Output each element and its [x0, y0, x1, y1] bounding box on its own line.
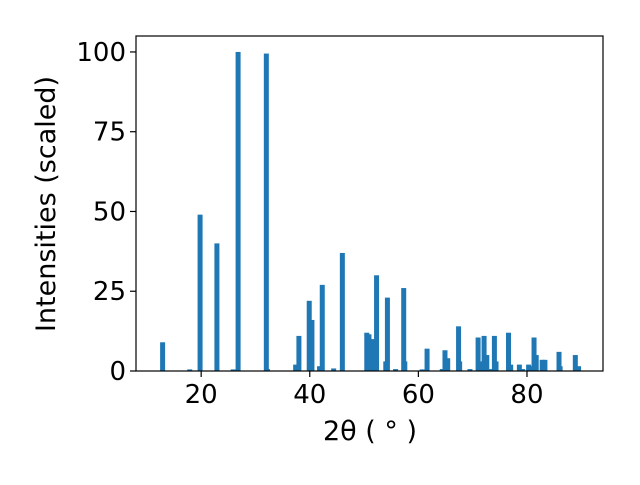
bar [214, 243, 220, 371]
bar [533, 355, 539, 371]
bar [445, 358, 451, 371]
bar [319, 284, 325, 371]
bar [366, 334, 372, 371]
bar [457, 361, 463, 371]
bar [516, 364, 522, 371]
x-axis-ticks: 20 40 60 80 [185, 371, 544, 410]
bar [187, 369, 193, 371]
bar [467, 369, 473, 371]
bar [572, 355, 578, 371]
y-tick-label: 75 [93, 118, 126, 148]
bar [557, 366, 563, 371]
x-tick-label: 80 [510, 380, 543, 410]
bar [531, 337, 537, 371]
x-tick-label: 40 [293, 380, 326, 410]
bar [309, 319, 315, 371]
bar [263, 53, 269, 372]
bar [424, 348, 430, 371]
bar [401, 288, 407, 371]
bar [293, 364, 299, 371]
bar [306, 300, 312, 371]
bar [481, 335, 487, 371]
bar [230, 369, 236, 371]
y-tick-label: 100 [76, 38, 126, 68]
bar [197, 214, 203, 371]
bar [374, 275, 380, 371]
x-tick-label: 20 [185, 380, 218, 410]
bar [442, 350, 448, 371]
bar [331, 368, 337, 371]
bar [439, 369, 445, 371]
bar [402, 361, 408, 371]
bar [489, 369, 495, 371]
bar [160, 342, 166, 371]
bar [475, 337, 481, 371]
bar [528, 366, 534, 371]
bar [393, 369, 399, 371]
bar [264, 369, 270, 371]
y-tick-label: 50 [93, 197, 126, 227]
bar [556, 351, 562, 371]
x-axis-label: 2θ ( ° ) [323, 416, 417, 447]
bar [508, 364, 514, 371]
y-tick-label: 25 [93, 277, 126, 307]
x-tick-label: 60 [402, 380, 435, 410]
bar [370, 339, 376, 371]
y-tick-label: 0 [109, 357, 126, 387]
bar [419, 369, 425, 371]
bar [493, 361, 499, 371]
plot-area-frame [135, 35, 604, 372]
y-axis-label: Intensities (scaled) [31, 76, 62, 332]
bar [539, 359, 545, 371]
bar [296, 335, 302, 371]
bar [235, 51, 241, 371]
bar [317, 366, 323, 371]
bar [456, 326, 462, 371]
bar [576, 366, 582, 371]
bar-series [160, 51, 582, 372]
bar [384, 297, 390, 371]
bar [542, 359, 548, 371]
bar [484, 355, 490, 371]
bar [491, 335, 497, 371]
bar [477, 361, 483, 371]
bar [506, 332, 512, 371]
bar [339, 252, 345, 371]
bar [520, 369, 526, 371]
y-axis-ticks: 0 25 50 75 100 [76, 38, 136, 387]
bar [526, 364, 532, 371]
